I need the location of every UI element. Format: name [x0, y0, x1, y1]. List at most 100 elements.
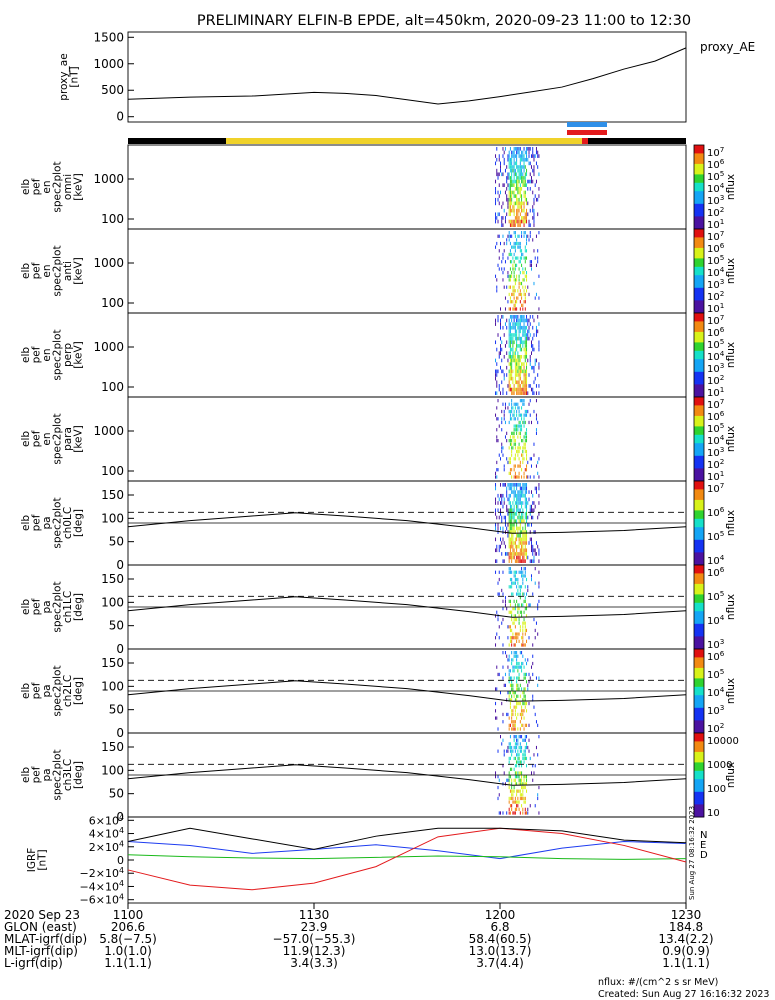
spectrogram-pixel: [531, 457, 532, 461]
y-tick-label: 150: [101, 572, 124, 586]
spectrogram-pixel: [518, 380, 520, 385]
spectrogram-pixel: [509, 190, 511, 195]
colorbar-segment: [694, 609, 704, 612]
spectrogram-pixel: [513, 475, 515, 479]
colorbar-segment: [694, 210, 704, 213]
spectrogram-pixel: [523, 179, 525, 184]
spectrogram-pixel: [514, 559, 516, 563]
spectrogram-pixel: [504, 603, 506, 607]
colorbar-tick-label: 107: [707, 481, 724, 495]
spectrogram-pixel: [502, 252, 504, 257]
spectrogram-pixel: [528, 325, 530, 330]
spectrogram-pixel: [523, 318, 525, 323]
spectrogram-pixel: [513, 409, 515, 414]
spectrogram-pixel: [516, 683, 518, 687]
spectrogram-pixel: [526, 811, 528, 815]
spectrogram-pixel: [502, 559, 504, 563]
spectrogram-pixel: [503, 355, 505, 359]
colorbar-segment: [694, 644, 704, 648]
spectrogram-pixel: [517, 147, 519, 151]
spectrogram-pixel: [516, 208, 518, 213]
spectrogram-pixel: [508, 307, 510, 311]
spectrogram-pixel: [511, 431, 513, 435]
spectrogram-pixel: [517, 216, 519, 220]
spectrogram-pixel: [526, 530, 528, 534]
spectrogram-pixel: [535, 150, 537, 155]
spectrogram-pixel: [523, 376, 525, 381]
spectrogram-pixel: [528, 701, 530, 706]
spectrogram-pixel: [511, 373, 513, 377]
spectrogram-pixel: [523, 698, 525, 702]
spectrogram-pixel: [508, 530, 510, 534]
spectrogram-pixel: [516, 187, 518, 191]
spectrogram-pixel: [521, 793, 523, 797]
spectrogram-pixel: [517, 497, 519, 502]
spectrogram-pixel: [532, 344, 534, 348]
spectrogram-pixel: [538, 391, 540, 395]
spectrogram-pixel: [517, 336, 519, 341]
spectrogram-pixel: [503, 376, 505, 381]
spectrogram-pixel: [495, 219, 497, 224]
spectrogram-pixel: [519, 552, 521, 556]
spectrogram-pixel: [533, 165, 535, 169]
panel-elb_pef_pa_spec2plot_ch0LC: 150100500elbpefpaspec2plotch0LC[deg]1071…: [20, 480, 737, 572]
spectrogram-pixel: [516, 307, 518, 311]
spectrogram-pixel: [497, 399, 499, 403]
spectrogram-pixel: [511, 559, 513, 563]
spectrogram-pixel: [509, 241, 511, 246]
spectrogram-pixel: [529, 413, 531, 417]
spectrogram-pixel: [495, 483, 497, 487]
spectrogram-pixel: [513, 552, 515, 556]
ylabel-line: perp: [62, 343, 74, 367]
spectrogram-pixel: [523, 530, 525, 534]
ylabel-line: pef: [30, 178, 42, 195]
panel-elb_pef_en_spec2plot_para: 1000100elbpefenspec2plotpara[keV]1071061…: [20, 396, 737, 483]
spectrogram-pixel: [513, 205, 515, 209]
ylabel-line: IGRF: [26, 848, 38, 873]
spectrogram-pixel: [523, 691, 525, 695]
spectrogram-pixel: [521, 541, 523, 545]
spectrogram-pixel: [511, 347, 513, 352]
spectrogram-pixel: [533, 409, 535, 414]
spectrogram-pixel: [506, 654, 508, 658]
spectrogram-pixel: [538, 296, 540, 300]
spectrogram-pixel: [538, 322, 540, 326]
spectrogram-pixel: [507, 745, 509, 750]
colorbar-segment: [694, 810, 704, 814]
spectrogram-pixel: [519, 190, 521, 195]
spectrogram-pixel: [524, 439, 526, 443]
spectrogram-pixel: [528, 749, 530, 753]
colorbar-tick-label: 103: [707, 703, 724, 717]
spectrogram-pixel: [526, 512, 528, 516]
spectrogram-pixel: [506, 340, 508, 345]
spectrogram-pixel: [516, 147, 518, 151]
spectrogram-pixel: [516, 256, 518, 260]
spectrogram-pixel: [529, 223, 531, 227]
spectrogram-pixel: [509, 723, 511, 727]
spectrogram-pixel: [507, 157, 509, 162]
spectrogram-pixel: [524, 705, 526, 709]
spectrogram-pixel: [526, 607, 528, 611]
colorbar-segment: [694, 508, 704, 511]
ephemeris-label: GLON (east): [4, 920, 77, 934]
spectrogram-pixel: [516, 347, 518, 352]
spectrogram-pixel: [523, 278, 525, 282]
colorbar-segment: [694, 688, 704, 692]
spectrogram-pixel: [522, 278, 524, 282]
spectrogram-pixel: [517, 384, 519, 388]
spectrogram-pixel: [517, 508, 519, 513]
spectrogram-pixel: [518, 406, 520, 410]
spectrogram-pixel: [513, 541, 515, 545]
spectrogram-pixel: [507, 533, 509, 538]
spectrogram-pixel: [511, 179, 513, 184]
colorbar-segment: [694, 569, 704, 572]
spectrogram-pixel: [511, 161, 513, 166]
spectrogram-pixel: [508, 723, 510, 727]
spectrogram-pixel: [519, 683, 521, 687]
spectrogram-pixel: [516, 552, 518, 556]
spectrogram-pixel: [513, 271, 515, 275]
spectrogram-pixel: [507, 256, 509, 260]
panel-frame: [127, 31, 687, 123]
spectrogram-pixel: [518, 617, 520, 622]
